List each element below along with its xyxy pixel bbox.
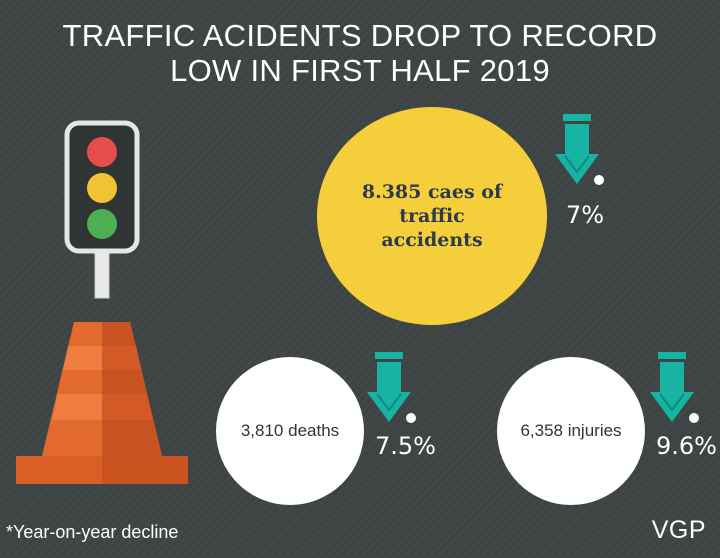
accidents-text: 8.385 caes of traffic accidents (361, 181, 503, 251)
traffic-light-icon (64, 120, 140, 299)
down-arrow-icon (555, 114, 604, 185)
traffic-cone-icon (16, 322, 188, 484)
footnote: *Year-on-year decline (6, 522, 179, 542)
credit-logo: VGP (651, 516, 706, 544)
accidents-circle: 8.385 caes of traffic accidents (317, 107, 547, 325)
accidents-change: 7% (566, 201, 605, 229)
down-arrow-icon (650, 352, 699, 423)
down-arrow-icon (367, 352, 416, 423)
deaths-change: 7.5% (375, 432, 436, 460)
injuries-change: 9.6% (656, 432, 717, 460)
page-title: TRAFFIC ACIDENTS DROP TO RECORD LOW IN F… (0, 18, 720, 88)
deaths-text: 3,810 deaths (240, 421, 340, 440)
deaths-circle: 3,810 deaths (216, 357, 364, 505)
title-line-2: LOW IN FIRST HALF 2019 (170, 53, 550, 88)
title-line-1: TRAFFIC ACIDENTS DROP TO RECORD (62, 18, 658, 53)
injuries-text: 6,358 injuries (520, 421, 622, 440)
injuries-circle: 6,358 injuries (497, 357, 645, 505)
